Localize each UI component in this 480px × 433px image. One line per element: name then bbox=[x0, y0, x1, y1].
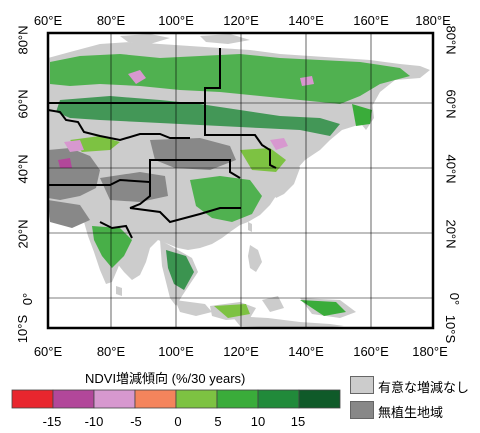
lon-label-bottom-140: 140°E bbox=[288, 344, 324, 359]
colorbar-tick: 10 bbox=[250, 414, 266, 429]
lat-label-right-80: 80°N bbox=[443, 25, 459, 55]
colorbar-segment bbox=[298, 389, 341, 409]
colorbar bbox=[11, 389, 341, 409]
lat-label-left-80: 80°N bbox=[15, 25, 31, 55]
colorbar-tick: 15 bbox=[290, 414, 306, 429]
lon-label-top-120: 120°E bbox=[223, 13, 259, 28]
colorbar-tick: 5 bbox=[214, 414, 222, 429]
colorbar-segment bbox=[93, 389, 136, 409]
lat-label-right-20: 20°N bbox=[443, 219, 459, 249]
lon-label-bottom-100: 100°E bbox=[158, 344, 194, 359]
vegetation-greening bbox=[50, 54, 410, 318]
legend-label-no-trend: 有意な増減なし bbox=[378, 380, 470, 395]
colorbar-segment bbox=[257, 389, 300, 409]
lon-label-top-60: 60°E bbox=[33, 13, 63, 28]
lat-label-right-40: 40°N bbox=[443, 154, 459, 184]
colorbar-tick: -10 bbox=[84, 414, 104, 429]
lon-label-bottom-60: 60°E bbox=[33, 344, 63, 359]
region-boundaries bbox=[47, 48, 277, 239]
lon-label-top-140: 140°E bbox=[288, 13, 324, 28]
lon-label-top-180: 180°E bbox=[415, 13, 451, 28]
lon-label-bottom-120: 120°E bbox=[223, 344, 259, 359]
colorbar-segment bbox=[216, 389, 259, 409]
lon-label-top-160: 160°E bbox=[353, 13, 389, 28]
colorbar-title: NDVI増減傾向 (%/30 years) bbox=[85, 371, 246, 386]
lat-label-right-60: 60°N bbox=[443, 89, 459, 119]
colorbar-tick: -15 bbox=[42, 414, 62, 429]
lat-label-left-0: 0° bbox=[20, 292, 36, 306]
map-frame bbox=[46, 31, 435, 330]
colorbar-tick: 0 bbox=[174, 414, 182, 429]
legend-label-non-vegetated: 無植生地域 bbox=[378, 405, 444, 420]
colorbar-segment bbox=[52, 389, 95, 409]
legend-swatch-non-vegetated bbox=[350, 401, 374, 419]
lon-label-top-80: 80°E bbox=[96, 13, 126, 28]
lat-label-left-10s: 10°S bbox=[15, 314, 31, 344]
colorbar-tick: -5 bbox=[130, 414, 142, 429]
lat-label-left-40: 40°N bbox=[15, 154, 31, 184]
colorbar-segment bbox=[134, 389, 177, 409]
legend-swatch-no-trend bbox=[350, 376, 374, 394]
lat-label-left-20: 20°N bbox=[15, 219, 31, 249]
vegetation-browning bbox=[58, 70, 314, 168]
lon-label-top-100: 100°E bbox=[158, 13, 194, 28]
lat-label-left-60: 60°N bbox=[15, 89, 31, 119]
lon-label-bottom-180: 180°E bbox=[412, 344, 448, 359]
lon-label-bottom-160: 160°E bbox=[353, 344, 389, 359]
colorbar-segment bbox=[175, 389, 218, 409]
lat-label-right-10s: 10°S bbox=[443, 314, 459, 344]
lat-label-right-0: 0° bbox=[447, 292, 463, 306]
colorbar-segment bbox=[11, 389, 54, 409]
lon-label-bottom-80: 80°E bbox=[96, 344, 126, 359]
